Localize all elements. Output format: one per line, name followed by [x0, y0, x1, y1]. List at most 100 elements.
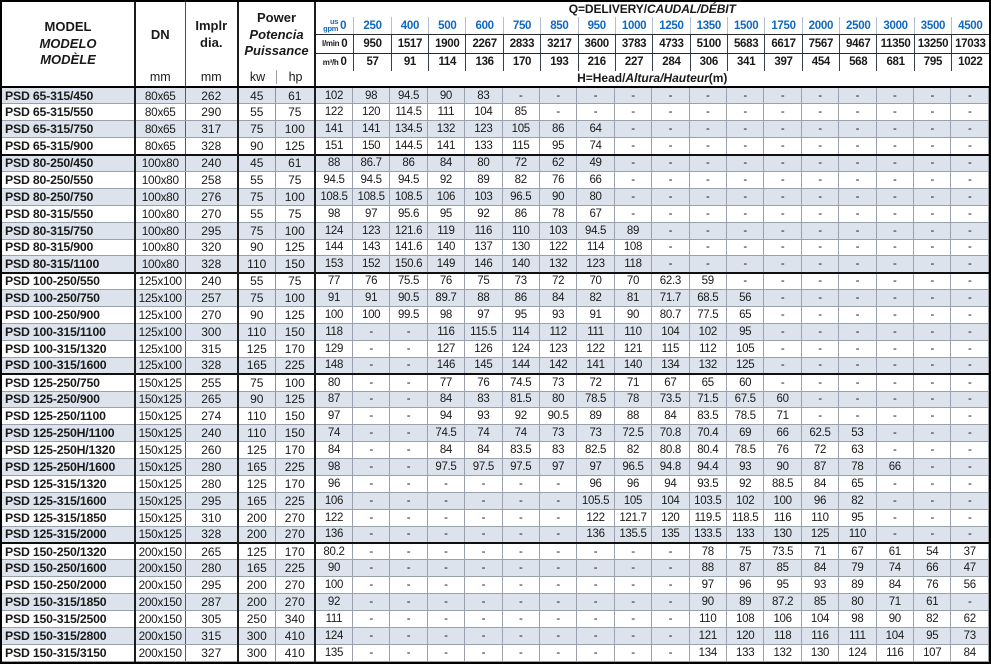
- model-cell: PSD 65-315/450: [2, 86, 136, 105]
- head-value-cell: 144: [314, 238, 353, 257]
- l-min-value: 5100: [689, 35, 727, 53]
- head-value-cell: -: [913, 238, 952, 257]
- head-value-cell: -: [838, 322, 877, 341]
- pump-row: PSD 125-315/1320 150x125 280 125 170 96- - - - - -…: [2, 474, 989, 493]
- head-value-cell: 65: [688, 373, 727, 392]
- head-value-cell: 103: [538, 221, 578, 240]
- head-value-cell: -: [464, 576, 503, 595]
- model-cell: PSD 80-315/1100: [2, 255, 136, 274]
- head-value-cell: -: [763, 221, 802, 240]
- head-value-cell: 75.5: [389, 271, 428, 291]
- head-value-cell: 62: [538, 153, 578, 172]
- head-value-cell: -: [351, 373, 391, 392]
- head-value-cell: 100: [351, 306, 391, 324]
- head-value-cell: -: [351, 610, 391, 628]
- head-value-cell: 96: [576, 474, 615, 493]
- impeller-dia-cell: 255: [184, 373, 239, 392]
- model-cell: PSD 80-315/750: [2, 221, 136, 240]
- head-value-cell: -: [389, 643, 428, 663]
- head-value-cell: -: [501, 491, 540, 510]
- head-value-cell: -: [351, 593, 391, 612]
- head-value-cell: -: [725, 170, 765, 189]
- dn-cell: 150x125: [134, 424, 186, 443]
- head-value-cell: 71: [763, 407, 802, 426]
- head-value-cell: 104: [464, 103, 503, 122]
- head-value-cell: 125: [800, 525, 840, 544]
- dn-unit: mm: [149, 70, 171, 84]
- head-value-cell: -: [651, 255, 690, 274]
- power-hp-cell: 270: [274, 508, 317, 527]
- impeller-label-line2: dia.: [200, 35, 223, 50]
- head-value-cell: -: [913, 373, 952, 392]
- head-value-cell: 100: [314, 576, 353, 595]
- head-value-cell: 95: [426, 204, 466, 223]
- head-value-cell: -: [950, 238, 989, 257]
- head-value-cell: -: [875, 137, 915, 156]
- head-value-cell: -: [464, 474, 503, 493]
- head-value-cell: 61: [913, 593, 952, 612]
- head-value-cell: 114.5: [389, 103, 428, 122]
- power-hp-cell: 61: [274, 86, 317, 105]
- head-value-cell: 82: [576, 289, 615, 308]
- head-value-cell: 78: [688, 542, 727, 561]
- impeller-dia-cell: 258: [184, 170, 239, 189]
- head-value-cell: 78.5: [576, 390, 615, 409]
- head-value-cell: -: [651, 627, 690, 645]
- head-value-cell: 84: [426, 153, 466, 172]
- head-value-cell: 83: [464, 86, 503, 105]
- head-value-cell: -: [950, 441, 989, 460]
- head-value-cell: -: [950, 390, 989, 409]
- head-value-cell: 135: [314, 643, 353, 663]
- head-value-cell: -: [763, 103, 802, 122]
- head-value-cell: 80: [538, 390, 578, 409]
- head-value-cell: 122: [314, 508, 353, 527]
- power-hp-cell: 150: [274, 255, 317, 274]
- head-value-cell: -: [913, 103, 952, 122]
- head-value-cell: -: [950, 289, 989, 308]
- head-value-cell: 136: [576, 525, 615, 544]
- head-value-cell: 78.5: [725, 441, 765, 460]
- head-value-cell: 76: [538, 170, 578, 189]
- head-value-cell: 73: [501, 271, 540, 291]
- pump-row: PSD 100-315/1320 125x100 315 125 170 129- -127…: [2, 339, 989, 358]
- head-value-cell: -: [613, 120, 653, 139]
- head-value-cell: 122: [314, 103, 353, 122]
- us-gpm-value: 4500: [951, 17, 988, 35]
- pump-row: PSD 125-250/1100 150x125 274 110 150 97- -94 93…: [2, 407, 989, 426]
- head-value-cell: -: [950, 120, 989, 139]
- head-value-cell: 91: [351, 289, 391, 308]
- power-kw-cell: 75: [237, 373, 276, 392]
- head-value-cell: 135.5: [613, 525, 653, 544]
- head-value-cell: 72.5: [613, 424, 653, 443]
- head-value-cell: 108.5: [389, 187, 428, 206]
- impeller-dia-cell: 320: [184, 238, 239, 257]
- power-kw-cell: 110: [237, 424, 276, 443]
- pump-row: PSD 100-250/900 125x100 270 90 125 100 100 99.5…: [2, 306, 989, 324]
- head-value-cell: -: [913, 356, 952, 375]
- head-value-cell: -: [613, 593, 653, 612]
- head-value-cell: -: [501, 86, 540, 105]
- m3-h-value: 284: [652, 53, 689, 71]
- head-value-cell: 81.5: [501, 390, 540, 409]
- m3-h-value: 454: [801, 53, 839, 71]
- l-min-value: 3600: [577, 35, 615, 53]
- head-value-cell: 89: [464, 170, 503, 189]
- head-value-cell: -: [800, 170, 840, 189]
- head-value-cell: -: [875, 441, 915, 460]
- head-value-cell: 106: [763, 610, 802, 628]
- power-hp-cell: 100: [274, 289, 317, 308]
- impeller-dia-cell: 270: [184, 204, 239, 223]
- l-min-value: 2267: [465, 35, 502, 53]
- head-value-cell: 116: [464, 221, 503, 240]
- head-value-cell: 86: [538, 120, 578, 139]
- head-value-cell: -: [913, 424, 952, 443]
- head-value-cell: -: [351, 390, 391, 409]
- power-kw-cell: 55: [237, 170, 276, 189]
- power-kw-cell: 200: [237, 508, 276, 527]
- head-value-cell: -: [725, 153, 765, 172]
- impeller-dia-cell: 287: [184, 593, 239, 612]
- impeller-dia-cell: 290: [184, 103, 239, 122]
- head-value-cell: 133.5: [688, 525, 727, 544]
- head-value-cell: -: [763, 255, 802, 274]
- head-value-cell: 74: [875, 559, 915, 578]
